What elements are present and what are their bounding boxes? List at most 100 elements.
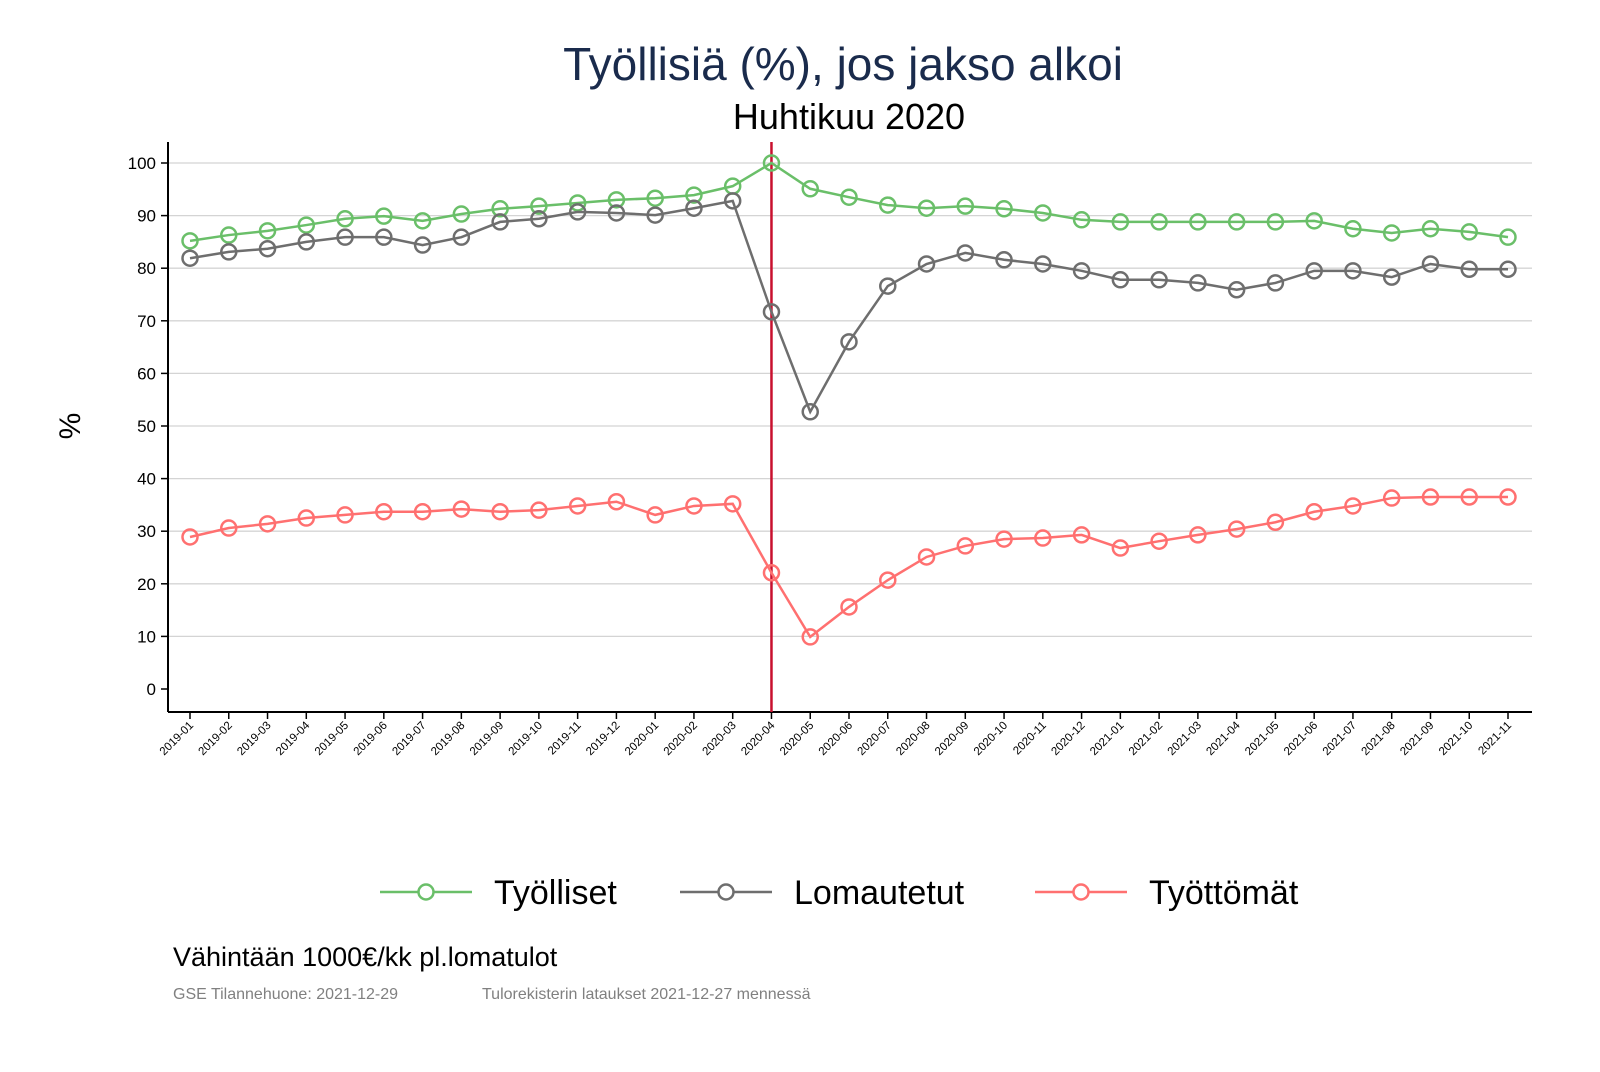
data-point [1150,532,1168,550]
y-tick-label: 30 [137,522,156,541]
x-tick-label: 2020-02 [662,720,700,758]
data-point [879,196,897,214]
data-point [685,186,703,204]
series-Työttömät [181,488,1517,646]
series-Työlliset [181,154,1517,250]
data-point [258,515,277,533]
x-tick-label: 2021-03 [1166,720,1204,758]
data-point [1072,262,1091,280]
x-tick-label: 2020-06 [817,720,855,758]
x-tick-label: 2019-01 [158,720,196,758]
x-tick-label: 2021-05 [1243,720,1281,758]
x-tick-label: 2019-06 [352,720,390,758]
legend: Työlliset Lomautetut Työttömät [380,874,1299,912]
y-tick-label: 100 [128,154,156,173]
data-point [568,203,587,221]
data-point [762,154,781,172]
data-point [995,530,1013,548]
data-point [840,188,858,206]
data-point [530,210,548,228]
data-point [1421,220,1440,238]
data-point [1266,274,1285,292]
x-tick-label: 2020-05 [778,720,816,758]
x-tick-label: 2021-10 [1437,720,1475,758]
data-point [491,502,509,521]
caption: Vähintään 1000€/kk pl.lomatulot [173,942,558,972]
data-point [297,216,316,234]
data-point [568,497,587,515]
data-point [1460,488,1478,506]
data-point [995,251,1013,269]
x-tick-label: 2019-11 [546,720,584,758]
data-point [1150,271,1168,289]
legend-label: Työlliset [494,874,617,912]
data-point [1111,539,1130,557]
x-tick-label: 2019-02 [197,720,235,758]
data-point [607,204,626,222]
data-point [1150,213,1168,231]
data-point [1034,204,1052,222]
data-point [1344,262,1362,280]
data-point [336,228,354,246]
data-point [1189,526,1207,544]
data-point [375,207,393,225]
data-point [491,200,509,218]
x-tick-label: 2020-07 [856,720,894,758]
data-point [917,255,936,273]
data-point [801,180,819,198]
y-axis-label: % [54,413,87,440]
x-tick-label: 2020-04 [739,719,778,758]
y-tick-label: 0 [147,680,156,699]
series-Lomautetut [181,192,1517,421]
data-point [452,205,471,223]
data-point [220,226,238,244]
data-point [297,509,316,527]
chart-title: Työllisiä (%), jos jakso alkoi [563,38,1123,90]
series-line [189,495,1508,639]
data-point [1305,502,1323,521]
data-point [1382,268,1401,286]
data-point [568,194,587,212]
data-point [1305,262,1323,280]
legend-label: Työttömät [1149,874,1299,912]
x-tick-label: 2020-12 [1049,720,1087,758]
data-point [1189,213,1207,231]
y-tick-label: 70 [137,312,156,331]
data-point [336,210,354,228]
y-tick-label: 50 [137,417,156,436]
data-point [1072,526,1091,544]
data-point [840,333,858,351]
data-point [181,528,199,546]
data-point [1111,213,1130,231]
source-note: GSE Tilannehuone: 2021-12-29 [173,986,398,1003]
data-point [1034,529,1052,547]
data-point [1460,260,1478,279]
data-point [181,249,199,267]
data-point [258,222,277,240]
x-tick-label: 2021-07 [1321,720,1359,758]
x-tick-label: 2021-08 [1359,720,1397,758]
data-point [1189,274,1207,292]
series-line [189,161,1509,243]
x-tick-label: 2020-08 [894,720,932,758]
data-point [1499,488,1517,506]
legend-marker [717,883,735,901]
data-point [1499,228,1517,246]
data-point [685,497,703,515]
data-point [1111,271,1130,289]
x-tick-label: 2021-09 [1398,720,1436,758]
data-point [607,492,626,511]
data-point [491,213,509,231]
data-point [297,233,316,251]
x-tick-label: 2021-04 [1204,719,1243,758]
y-tick-label: 90 [137,207,156,226]
legend-marker [417,883,435,901]
x-tick-label: 2021-02 [1127,720,1165,758]
data-point [1266,513,1285,532]
x-tick-label: 2021-01 [1088,720,1126,758]
data-point [530,501,548,519]
data-point [1034,255,1052,273]
data-point [879,571,897,589]
data-point [375,502,393,521]
